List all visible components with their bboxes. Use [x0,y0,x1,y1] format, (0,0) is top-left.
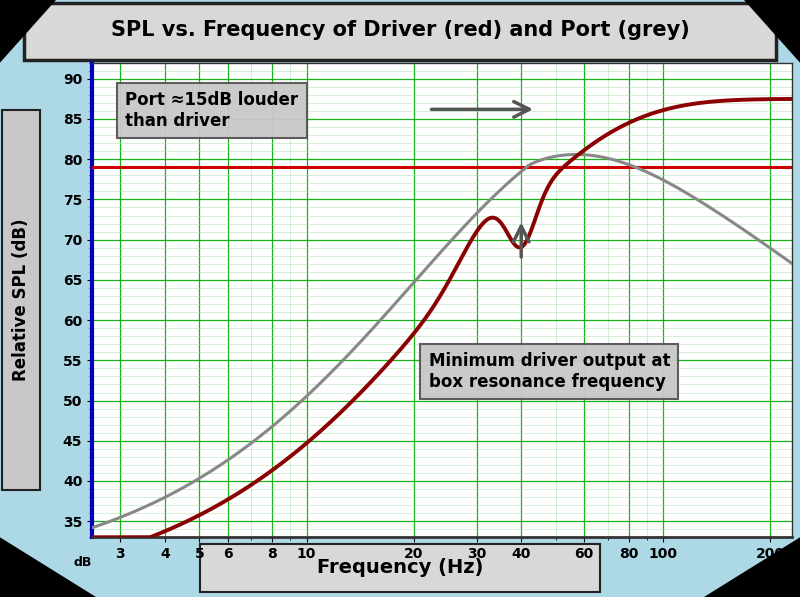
Text: Relative SPL (dB): Relative SPL (dB) [12,219,30,381]
Polygon shape [744,0,800,63]
Text: Frequency (Hz): Frequency (Hz) [317,558,483,577]
FancyBboxPatch shape [24,3,776,60]
Text: SPL vs. Frequency of Driver (red) and Port (grey): SPL vs. Frequency of Driver (red) and Po… [110,20,690,40]
Polygon shape [0,537,96,597]
Polygon shape [704,537,800,597]
Text: dB: dB [74,556,92,570]
FancyBboxPatch shape [2,110,40,490]
Text: Minimum driver output at
box resonance frequency: Minimum driver output at box resonance f… [429,352,670,391]
Text: Port ≈15dB louder
than driver: Port ≈15dB louder than driver [126,91,298,130]
Polygon shape [0,0,56,63]
FancyBboxPatch shape [200,544,600,592]
